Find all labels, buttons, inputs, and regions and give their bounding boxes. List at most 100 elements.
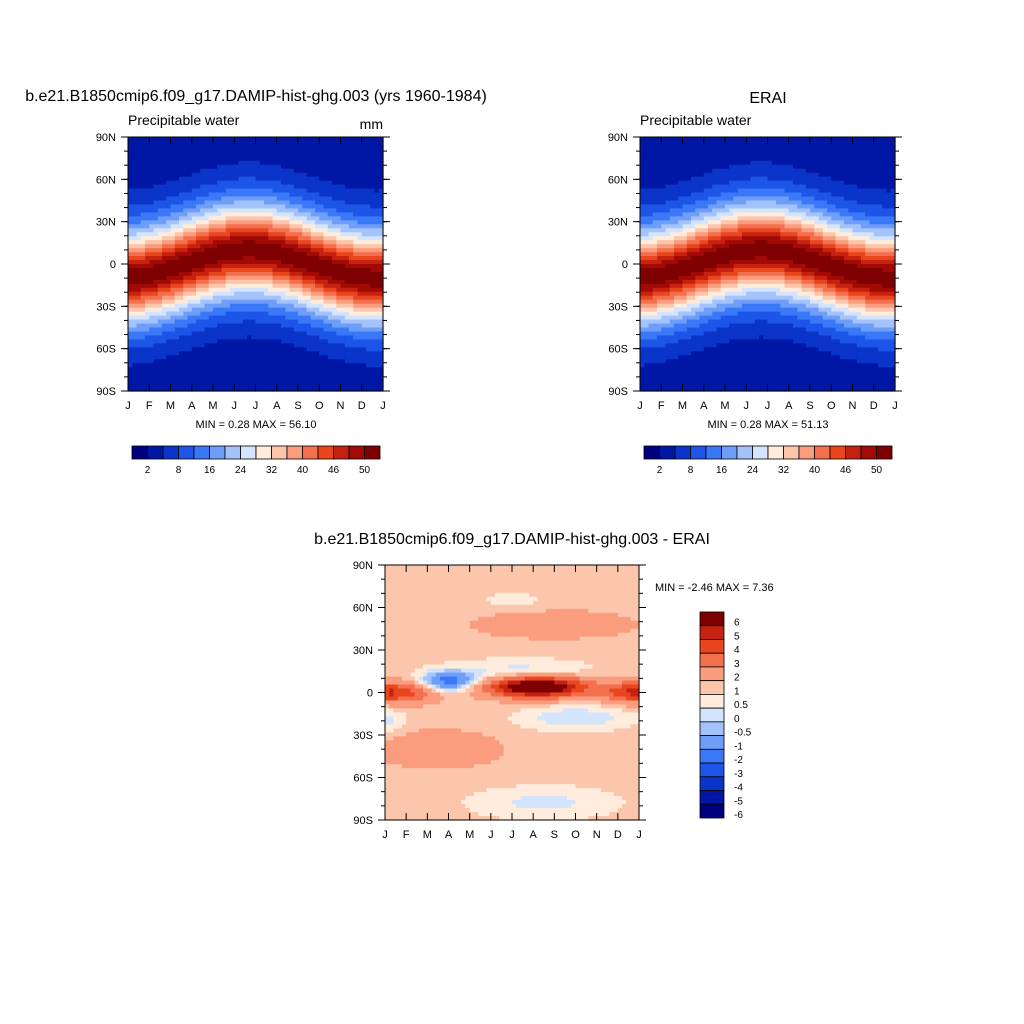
heatmap-cell <box>157 351 163 356</box>
heatmap-cell <box>221 152 227 158</box>
heatmap-cell <box>145 367 150 372</box>
heatmap-cell <box>128 188 133 194</box>
heatmap-cell <box>225 303 231 309</box>
heatmap-cell <box>801 176 807 182</box>
heatmap-cell <box>827 200 832 206</box>
heatmap-cell <box>378 267 384 273</box>
heatmap-cell <box>162 367 167 372</box>
heatmap-cell <box>140 196 146 202</box>
heatmap-cell <box>149 355 155 360</box>
heatmap-cell <box>285 137 291 142</box>
heatmap-cell <box>251 319 257 325</box>
heatmap-cell <box>293 355 299 360</box>
heatmap-cell <box>149 359 155 364</box>
colorbar-swatch <box>162 445 179 460</box>
heatmap-cell <box>349 236 354 241</box>
heatmap-cell <box>302 307 308 313</box>
heatmap-cell <box>691 164 696 170</box>
heatmap-cell <box>374 152 380 158</box>
heatmap-cell <box>230 156 235 162</box>
heatmap-cell <box>153 379 159 384</box>
heatmap-cell <box>264 256 269 261</box>
heatmap-cell <box>370 371 376 376</box>
heatmap-cell <box>153 363 159 368</box>
heatmap-cell <box>302 204 308 210</box>
heatmap-cell <box>230 228 235 233</box>
heatmap-cell <box>370 168 376 174</box>
heatmap-cell <box>251 327 257 333</box>
heatmap-cell <box>378 363 384 368</box>
heatmap-cell <box>145 176 150 182</box>
heatmap-cell <box>132 192 138 198</box>
heatmap-cell <box>285 311 291 317</box>
heatmap-cell <box>319 236 325 241</box>
heatmap-cell <box>349 232 354 237</box>
heatmap-cell <box>293 252 299 257</box>
heatmap-cell <box>140 236 146 241</box>
heatmap-cell <box>174 371 180 376</box>
heatmap-cell <box>208 279 214 285</box>
heatmap-cell <box>221 172 227 178</box>
heatmap-cell <box>157 371 163 376</box>
heatmap-cell <box>221 295 227 301</box>
heatmap-cell <box>128 287 133 293</box>
heatmap-cell <box>191 303 197 309</box>
heatmap-cell <box>187 271 193 277</box>
heatmap-cell <box>293 140 299 146</box>
heatmap-cell <box>234 140 240 146</box>
heatmap-cell <box>174 287 180 293</box>
heatmap-cell <box>217 220 223 225</box>
heatmap-cell <box>187 379 193 384</box>
heatmap-cell <box>657 172 662 178</box>
heatmap-cell <box>336 184 342 190</box>
heatmap-cell <box>149 156 155 162</box>
y-tick-label: 90N <box>96 132 116 144</box>
heatmap-cell <box>247 252 252 257</box>
heatmap-cell <box>716 164 722 170</box>
heatmap-cell <box>234 375 240 380</box>
heatmap-cell <box>882 156 888 162</box>
heatmap-cell <box>179 347 184 352</box>
heatmap-cell <box>682 164 688 170</box>
heatmap-cell <box>259 291 265 297</box>
heatmap-cell <box>890 188 896 194</box>
heatmap-cell <box>332 335 337 341</box>
heatmap-cell <box>191 180 197 186</box>
heatmap-cell <box>157 319 163 325</box>
heatmap-cell <box>166 275 172 281</box>
heatmap-cell <box>315 275 320 281</box>
heatmap-cell <box>196 387 201 392</box>
heatmap-cell <box>264 228 269 233</box>
heatmap-cell <box>255 172 261 178</box>
heatmap-cell <box>170 367 176 372</box>
heatmap-cell <box>264 160 269 166</box>
heatmap-cell <box>272 240 278 245</box>
heatmap-cell <box>204 172 210 178</box>
heatmap-cell <box>281 156 286 162</box>
heatmap-cell <box>238 335 244 341</box>
heatmap-cell <box>242 204 248 210</box>
heatmap-cell <box>370 375 376 380</box>
heatmap-cell <box>349 367 354 372</box>
heatmap-cell <box>293 387 299 392</box>
heatmap-cell <box>344 295 350 301</box>
heatmap-cell <box>196 152 201 158</box>
heatmap-cell <box>767 160 773 166</box>
heatmap-cell <box>357 200 363 206</box>
heatmap-cell <box>665 192 671 198</box>
heatmap-cell <box>230 315 235 321</box>
heatmap-cell <box>162 164 167 170</box>
heatmap-cell <box>145 172 150 178</box>
heatmap-cell <box>814 172 820 178</box>
heatmap-cell <box>187 331 193 337</box>
heatmap-cell <box>306 200 312 206</box>
heatmap-cell <box>336 196 342 202</box>
heatmap-cell <box>251 140 257 146</box>
heatmap-cell <box>204 279 210 285</box>
heatmap-cell <box>200 387 206 392</box>
heatmap-cell <box>132 160 138 166</box>
heatmap-cell <box>805 180 811 186</box>
heatmap-cell <box>844 180 849 186</box>
heatmap-cell <box>742 188 747 194</box>
heatmap-cell <box>268 156 274 162</box>
